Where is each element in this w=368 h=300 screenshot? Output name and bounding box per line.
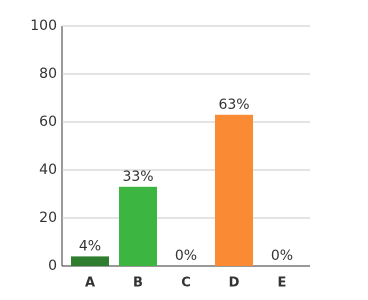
x-tick-label: B <box>133 276 143 291</box>
x-tick-label: D <box>229 276 240 291</box>
value-label: 0% <box>175 248 197 264</box>
value-label: 0% <box>271 248 293 264</box>
value-label: 63% <box>218 97 249 113</box>
value-label: 33% <box>122 169 153 185</box>
y-tick-label: 0 <box>48 258 57 274</box>
bar <box>215 114 253 266</box>
x-tick-label: A <box>85 276 95 291</box>
x-tick-label: C <box>181 276 191 291</box>
y-tick-label: 20 <box>39 210 57 226</box>
y-tick-label: 40 <box>39 162 57 178</box>
y-tick-label: 100 <box>30 18 57 34</box>
bar <box>119 186 157 266</box>
y-tick-label: 60 <box>39 114 57 130</box>
x-tick-label: E <box>278 276 287 291</box>
y-tick-label: 80 <box>39 66 57 82</box>
value-label: 4% <box>79 238 101 254</box>
bar <box>71 256 109 266</box>
